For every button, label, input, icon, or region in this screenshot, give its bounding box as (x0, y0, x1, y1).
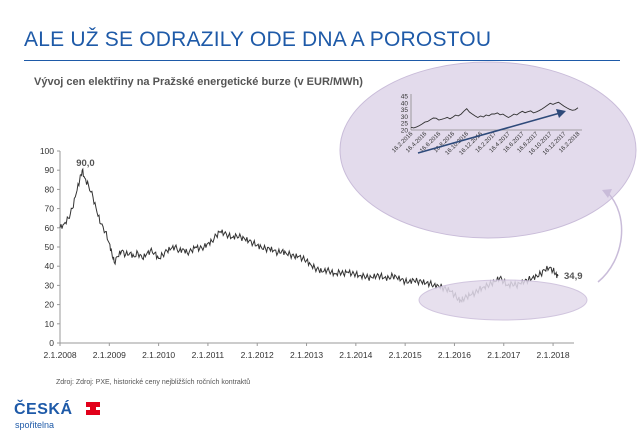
inset-chart-axes (410, 94, 582, 131)
main-x-tick-label: 2.1.2009 (93, 350, 126, 360)
main-x-tick-label: 2.1.2017 (487, 350, 520, 360)
trend-arrow-head (556, 109, 566, 118)
main-y-tick-label: 60 (45, 223, 55, 233)
inset-trend-arrow (417, 109, 566, 154)
main-x-tick-label: 2.1.2014 (339, 350, 372, 360)
inset-chart-series (410, 101, 579, 129)
latest-value-label: 34,9 (564, 271, 583, 282)
logo-subtitle: spořitelna (15, 420, 55, 430)
main-x-tick-label: 2.1.2008 (43, 350, 76, 360)
main-x-tick-label: 2.1.2010 (142, 350, 175, 360)
main-y-tick-label: 40 (45, 261, 55, 271)
main-x-tick-label: 2.1.2011 (192, 350, 225, 360)
trend-arrow-shaft (417, 112, 561, 154)
main-y-tick-label: 0 (49, 338, 54, 348)
title-divider (24, 60, 620, 61)
inset-y-tick-label: 25 (401, 121, 409, 128)
main-y-tick-label: 100 (40, 146, 54, 156)
inset-y-tick-label: 35 (401, 107, 409, 114)
zoom-ellipse (339, 61, 637, 239)
bottom-highlight-ellipse (418, 279, 588, 321)
main-x-tick-label: 2.1.2018 (537, 350, 570, 360)
inset-price-line (410, 101, 579, 129)
main-chart-annotations: 90,0 34,9 (76, 158, 582, 282)
slide-title: ALE UŽ SE ODRAZILY ODE DNA A POROSTOU (24, 28, 492, 51)
main-y-tick-label: 30 (45, 280, 55, 290)
main-y-tick-label: 70 (45, 204, 55, 214)
main-x-tick-label: 2.1.2016 (438, 350, 471, 360)
main-y-tick-label: 50 (45, 242, 55, 252)
main-x-tick-label: 2.1.2015 (389, 350, 422, 360)
inset-y-tick-label: 40 (401, 100, 409, 107)
inset-y-tick-label: 45 (401, 94, 409, 101)
main-y-tick-label: 80 (45, 184, 55, 194)
main-x-tick-label: 2.1.2012 (241, 350, 274, 360)
inset-y-tick-label: 20 (401, 128, 409, 135)
main-y-tick-label: 20 (45, 300, 55, 310)
chart-title: Vývoj cen elektřiny na Pražské energetic… (34, 76, 363, 88)
main-y-tick-label: 10 (45, 319, 55, 329)
zoom-connector-arrow (597, 191, 623, 283)
peak-value-label: 90,0 (76, 158, 95, 169)
source-note: Zdroj: Zdroj: PXE, historické ceny nejbl… (56, 379, 251, 386)
main-y-tick-label: 90 (45, 165, 55, 175)
inset-y-tick-label: 30 (401, 114, 409, 121)
zoom-connector-arrowhead (602, 189, 612, 198)
main-x-tick-label: 2.1.2013 (290, 350, 323, 360)
logo-mark-icon (86, 402, 100, 415)
main-chart-ticks: 0 10 20 30 40 50 60 70 80 90 100 2.1.2008 2.1.2009 2.… (40, 146, 570, 360)
logo-wordmark: ČESKÁ (14, 401, 73, 418)
ceska-sporitelna-logo: ČESKÁ spořitelna (14, 401, 124, 435)
